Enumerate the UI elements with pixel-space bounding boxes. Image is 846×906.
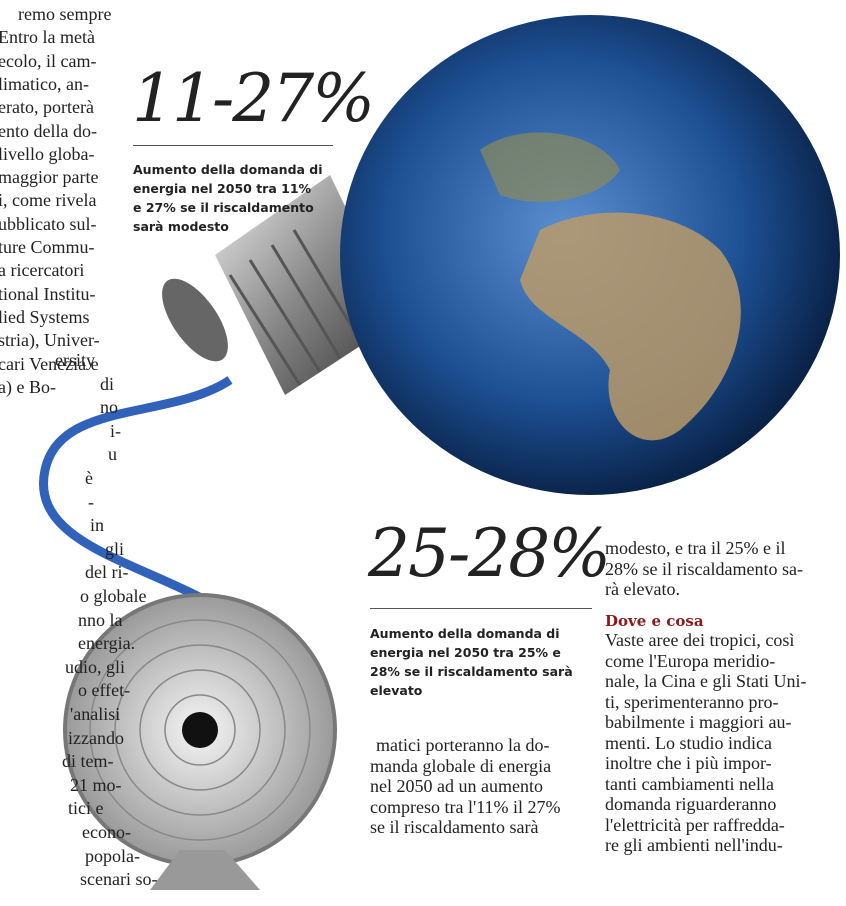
text-line: lied Systems	[0, 307, 90, 327]
text-line: re gli ambienti nell'indu-	[605, 835, 783, 855]
text-line: a ricercatori	[0, 260, 84, 280]
text-line: matici porteranno la do-	[376, 735, 549, 755]
text-line: nno la	[78, 610, 123, 630]
text-line: -	[88, 492, 94, 512]
text-line: tanti cambiamenti nella	[605, 774, 774, 794]
text-line: se il riscaldamento sarà	[370, 817, 538, 837]
text-line: 21 mo-	[70, 775, 122, 795]
text-line: tici e	[68, 798, 103, 818]
text-line: a) e Bo-	[0, 377, 56, 397]
text-line: stria), Univer-	[0, 330, 100, 350]
text-line: izzando	[68, 728, 124, 748]
page: 11-27% Aumento della domanda di energia …	[0, 0, 846, 906]
text-line: ti, sperimenteranno pro-	[605, 692, 778, 712]
bulb-tip	[149, 268, 240, 372]
caption: Aumento della domanda di energia nel 205…	[133, 160, 323, 236]
text-line: i, come rivela	[0, 190, 96, 210]
text-line: udio, gli	[65, 657, 125, 677]
text-line: 'analisi	[70, 704, 120, 724]
text-line: manda globale di energia	[370, 756, 551, 776]
text-line: come l'Europa meridio-	[605, 651, 775, 671]
text-line: del ri-	[85, 562, 128, 582]
text-line: nel 2050 ad un aumento	[370, 776, 543, 796]
text-line: inoltre che i più impor-	[605, 753, 772, 773]
figure-number: 25-28%	[368, 515, 609, 592]
text-line: Vaste aree dei tropici, così	[605, 630, 794, 650]
text-line: di tem-	[62, 751, 114, 771]
text-line: l'elettricità per raffredda-	[605, 815, 785, 835]
text-line: ubblicato sul-	[0, 214, 96, 234]
text-line: maggior parte	[0, 167, 98, 187]
text-line: u	[108, 444, 117, 464]
text-line: popola-	[85, 846, 140, 866]
text-line: erato, porterà	[0, 97, 94, 117]
text-line: o globale	[80, 586, 146, 606]
caption: Aumento della domanda di energia nel 205…	[370, 624, 595, 700]
text-line: domanda riguarderanno	[605, 794, 776, 814]
text-line: nale, la Cina e gli Stati Uni-	[605, 671, 806, 691]
text-line: di	[100, 374, 114, 394]
text-line: tional Institu-	[0, 284, 96, 304]
cord	[43, 380, 230, 600]
text-line: econo-	[82, 822, 131, 842]
text-line: gli	[105, 539, 124, 559]
text-line: ersity	[55, 350, 95, 370]
text-line: ento della do-	[0, 121, 97, 141]
text-line: o effet-	[78, 680, 130, 700]
text-line: livello globa-	[0, 144, 94, 164]
text-line: rà elevato.	[605, 579, 680, 599]
text-line: limatico, an-	[0, 74, 89, 94]
text-line: energia.	[78, 633, 135, 653]
text-line: no	[100, 397, 118, 417]
text-line: ture Commu-	[0, 237, 95, 257]
figure-number: 11-27%	[132, 60, 373, 137]
text-line: è	[85, 468, 93, 488]
text-line: 28% se il riscaldamento sa-	[605, 559, 803, 579]
text-line: babilmente i maggiori au-	[605, 712, 791, 732]
text-line: remo sempre	[18, 4, 111, 24]
text-line: compreso tra l'11% il 27%	[370, 797, 561, 817]
fan-hub	[182, 712, 218, 748]
rule	[133, 145, 333, 146]
text-line: i-	[110, 421, 121, 441]
section-heading: Dove e cosa	[605, 612, 704, 630]
text-line: scenari so-	[80, 869, 157, 889]
rule	[370, 608, 592, 609]
text-line: Entro la metà	[0, 27, 95, 47]
text-line: in	[90, 515, 104, 535]
text-line: modesto, e tra il 25% e il	[605, 538, 785, 558]
text-line: ecolo, il cam-	[0, 51, 96, 71]
text-line: menti. Lo studio indica	[605, 733, 772, 753]
